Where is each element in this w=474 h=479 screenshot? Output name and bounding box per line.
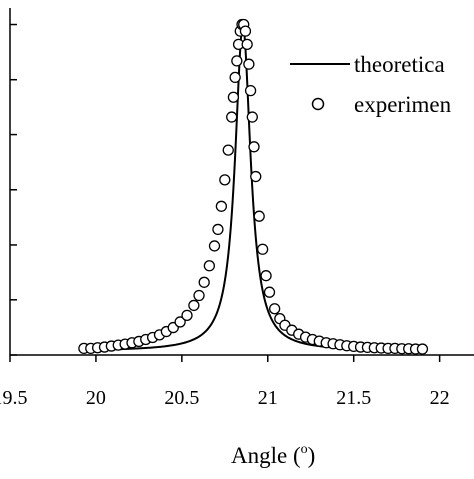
x-axis-title-close: ) [308, 443, 316, 468]
experimental-point-33 [239, 25, 252, 37]
legend-label-experimental: experimen [354, 92, 452, 117]
x-tick-label-3: 21 [258, 387, 278, 409]
experimental-point-28 [231, 55, 243, 67]
experimental-point-44 [268, 303, 281, 315]
x-axis-title-main: Angle ( [231, 443, 301, 468]
experimental-point-39 [250, 170, 262, 183]
experimental-points-group [78, 18, 429, 355]
x-tick-label-2: 20.5 [164, 387, 199, 409]
experimental-point-66 [416, 343, 429, 355]
experimental-point-14 [174, 316, 186, 328]
x-tick-label-1: 20 [86, 387, 106, 409]
experimental-point-18 [198, 276, 210, 288]
experimental-point-37 [246, 111, 258, 123]
legend-marker-swatch [311, 97, 325, 111]
experimental-point-17 [193, 289, 205, 302]
experimental-point-25 [226, 111, 238, 123]
experimental-point-35 [243, 58, 255, 70]
experimental-point-23 [219, 174, 231, 186]
experimental-point-42 [260, 270, 272, 282]
experimental-point-38 [248, 141, 260, 153]
experimental-point-43 [263, 286, 276, 298]
experimental-point-27 [229, 71, 241, 84]
x-tick-label-5: 22 [430, 387, 450, 409]
experimental-point-41 [256, 243, 269, 255]
experimental-point-40 [253, 210, 265, 222]
experimental-point-24 [222, 144, 234, 156]
experimental-point-26 [227, 91, 240, 103]
experimental-point-22 [215, 200, 228, 212]
axes [9, 8, 474, 356]
experimental-point-20 [208, 240, 221, 252]
experimental-point-36 [244, 84, 257, 97]
experimental-point-34 [241, 38, 253, 50]
experimental-point-19 [203, 260, 216, 272]
experimental-point-16 [188, 299, 200, 312]
y-ticks [10, 23, 17, 356]
x-tick-label-4: 21.5 [336, 387, 371, 409]
x-tick-label-0: 19.5 [0, 387, 28, 409]
x-ticks: 19.5 20 20.5 21 21.5 22 [0, 355, 450, 409]
legend-label-theoretical: theoretica [354, 52, 445, 77]
x-axis-title: Angle (o) [231, 442, 315, 468]
legend: theoretica experimen [290, 52, 452, 117]
experimental-point-15 [181, 309, 193, 321]
x-axis-title-degree: o [301, 442, 308, 457]
experimental-point-21 [212, 223, 224, 236]
